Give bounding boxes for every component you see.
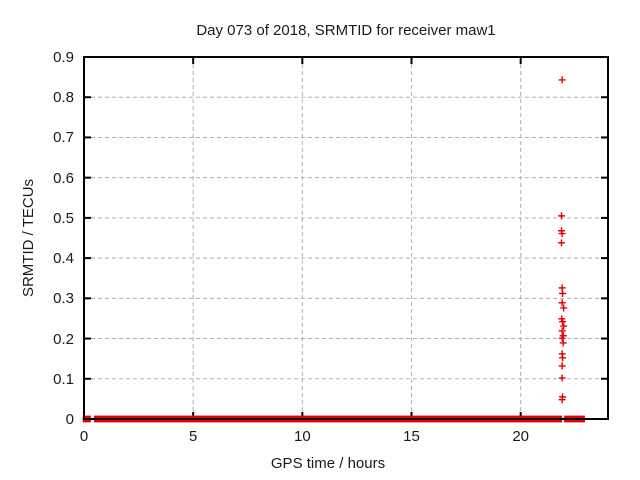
data-point bbox=[558, 327, 566, 335]
data-point bbox=[560, 304, 568, 312]
data-point bbox=[558, 362, 566, 370]
data-point bbox=[559, 318, 567, 326]
x-tick-label: 20 bbox=[512, 428, 529, 445]
x-tick-label: 0 bbox=[79, 428, 89, 445]
data-point bbox=[559, 339, 567, 347]
data-point bbox=[559, 290, 567, 298]
data-point bbox=[558, 299, 566, 307]
data-point bbox=[560, 322, 568, 330]
data-point bbox=[559, 354, 567, 362]
y-tick-label: 0.2 bbox=[53, 330, 74, 348]
data-point bbox=[558, 396, 566, 404]
x-tick-label: 15 bbox=[403, 428, 420, 445]
y-tick-label: 0.4 bbox=[53, 250, 74, 268]
x-tick-label: 5 bbox=[188, 428, 198, 445]
x-axis-label: GPS time / hours bbox=[270, 455, 386, 472]
y-tick-label: 0.6 bbox=[53, 169, 74, 187]
y-tick-label: 0.5 bbox=[53, 209, 74, 227]
y-tick-label: 0.7 bbox=[53, 129, 74, 147]
y-tick-label: 0 bbox=[65, 411, 74, 428]
data-point bbox=[558, 76, 566, 84]
y-tick-label: 0.1 bbox=[53, 370, 74, 388]
plot-border bbox=[83, 56, 609, 420]
data-point bbox=[557, 212, 565, 220]
chart-title: Day 073 of 2018, SRMTID for receiver maw… bbox=[196, 22, 496, 39]
y-tick-label: 0.8 bbox=[53, 89, 74, 107]
data-point bbox=[557, 239, 565, 247]
y-axis-label: SRMTID / TECUs bbox=[20, 178, 37, 298]
data-point bbox=[558, 374, 566, 382]
y-tick-label: 0.9 bbox=[53, 49, 74, 66]
data-point bbox=[558, 334, 566, 342]
y-tick-label: 0.3 bbox=[53, 290, 74, 308]
x-tick-label: 10 bbox=[293, 428, 311, 445]
data-point bbox=[558, 230, 566, 238]
